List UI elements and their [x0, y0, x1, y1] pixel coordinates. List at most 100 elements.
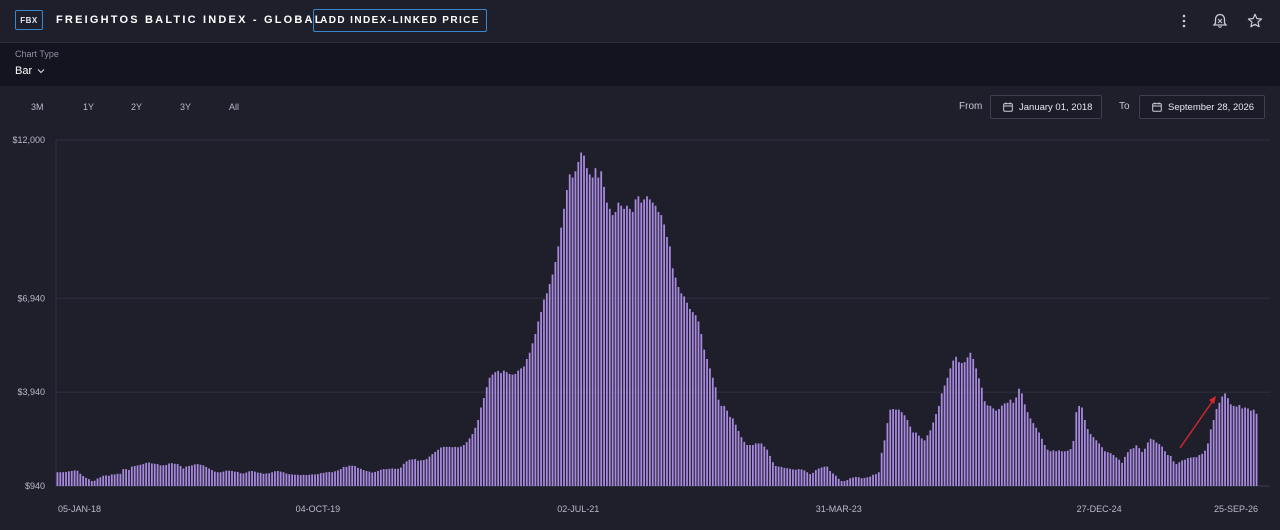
bar[interactable] — [826, 466, 829, 486]
bar[interactable] — [966, 357, 969, 486]
bar[interactable] — [193, 464, 196, 486]
bar[interactable] — [803, 470, 806, 486]
bar[interactable] — [1078, 405, 1081, 486]
bar[interactable] — [963, 362, 966, 486]
bar[interactable] — [1009, 399, 1012, 486]
bar[interactable] — [142, 464, 145, 486]
bar[interactable] — [337, 470, 339, 486]
bar[interactable] — [517, 370, 520, 486]
bar[interactable] — [1052, 450, 1055, 486]
bar[interactable] — [823, 466, 826, 486]
bar[interactable] — [1006, 402, 1009, 486]
bar[interactable] — [780, 466, 783, 486]
bar[interactable] — [1041, 438, 1043, 486]
bar[interactable] — [65, 471, 67, 486]
bar[interactable] — [511, 374, 514, 486]
bar[interactable] — [56, 472, 59, 486]
bar[interactable] — [897, 409, 900, 486]
bar[interactable] — [285, 473, 288, 486]
bar[interactable] — [843, 480, 846, 486]
star-icon[interactable] — [1245, 11, 1265, 31]
bar[interactable] — [863, 477, 866, 486]
bar[interactable] — [548, 283, 551, 486]
bar[interactable] — [1029, 418, 1032, 486]
bar[interactable] — [700, 333, 703, 486]
bar[interactable] — [972, 358, 975, 486]
bar[interactable] — [774, 465, 777, 486]
bar[interactable] — [279, 471, 282, 486]
bar[interactable] — [136, 465, 139, 486]
bar[interactable] — [866, 477, 869, 486]
bar[interactable] — [531, 343, 534, 486]
bar[interactable] — [946, 377, 949, 486]
bar[interactable] — [1095, 440, 1098, 486]
bar[interactable] — [128, 470, 130, 486]
bar[interactable] — [603, 186, 605, 486]
bar[interactable] — [408, 459, 411, 486]
bar[interactable] — [259, 472, 262, 486]
bar[interactable] — [540, 312, 542, 486]
bar[interactable] — [955, 356, 957, 486]
bar[interactable] — [958, 362, 960, 486]
alert-bell-icon[interactable] — [1210, 11, 1230, 31]
bar[interactable] — [271, 472, 273, 486]
bar[interactable] — [494, 372, 497, 486]
bar[interactable] — [648, 199, 651, 486]
bar[interactable] — [623, 208, 625, 486]
bar[interactable] — [145, 462, 148, 486]
bar[interactable] — [397, 468, 399, 486]
bar[interactable] — [1212, 419, 1215, 486]
bar[interactable] — [503, 370, 505, 486]
bar[interactable] — [305, 475, 308, 486]
bar[interactable] — [1129, 449, 1132, 486]
bar[interactable] — [482, 398, 485, 486]
bar[interactable] — [371, 472, 374, 486]
bar[interactable] — [394, 468, 397, 486]
bar[interactable] — [543, 299, 545, 486]
bar[interactable] — [1229, 404, 1232, 486]
bar[interactable] — [628, 208, 631, 486]
bar[interactable] — [448, 446, 451, 486]
bar[interactable] — [869, 476, 872, 486]
bar[interactable] — [594, 168, 597, 486]
bar[interactable] — [411, 459, 414, 486]
bar[interactable] — [82, 475, 85, 486]
bar[interactable] — [588, 174, 591, 486]
bar[interactable] — [995, 410, 998, 486]
bar[interactable] — [969, 352, 972, 486]
bar[interactable] — [1043, 445, 1046, 486]
bar[interactable] — [932, 422, 935, 486]
bar[interactable] — [686, 302, 688, 486]
bar[interactable] — [671, 268, 674, 486]
bar[interactable] — [640, 202, 643, 486]
bar[interactable] — [265, 473, 268, 486]
bar[interactable] — [148, 462, 150, 486]
bar[interactable] — [211, 470, 213, 486]
bar[interactable] — [1192, 457, 1195, 486]
bar[interactable] — [296, 474, 299, 486]
bar[interactable] — [754, 443, 757, 486]
bar[interactable] — [792, 469, 794, 486]
bar[interactable] — [420, 460, 422, 486]
bar[interactable] — [434, 451, 437, 486]
bar[interactable] — [314, 474, 316, 486]
bar[interactable] — [1072, 440, 1075, 486]
bar[interactable] — [938, 405, 940, 486]
bar[interactable] — [814, 470, 817, 486]
bar[interactable] — [917, 435, 920, 486]
bar[interactable] — [740, 437, 743, 486]
bar[interactable] — [989, 405, 992, 486]
bar[interactable] — [1075, 412, 1078, 486]
bar[interactable] — [445, 446, 448, 486]
bar[interactable] — [1152, 439, 1155, 486]
bar[interactable] — [975, 368, 977, 486]
bar[interactable] — [554, 262, 557, 486]
bar[interactable] — [1215, 409, 1218, 486]
bar[interactable] — [574, 171, 577, 486]
bar[interactable] — [474, 427, 477, 486]
bar[interactable] — [1169, 455, 1172, 486]
bar[interactable] — [614, 211, 617, 486]
bar[interactable] — [852, 477, 854, 486]
bar[interactable] — [883, 440, 886, 486]
bar[interactable] — [634, 199, 637, 486]
